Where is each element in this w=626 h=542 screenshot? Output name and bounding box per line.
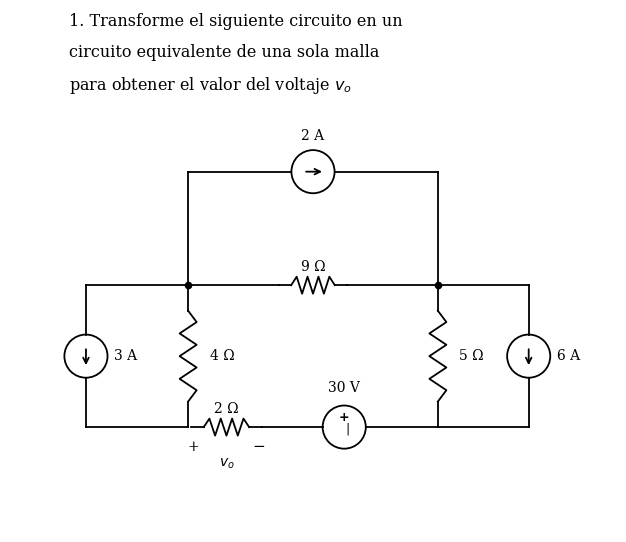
Text: +: +	[339, 411, 349, 424]
Text: $v_o$: $v_o$	[218, 456, 234, 471]
Text: −: −	[253, 440, 265, 454]
Text: |: |	[345, 423, 349, 436]
Text: 2 A: 2 A	[302, 130, 324, 143]
Text: 1. Transforme el siguiente circuito en un: 1. Transforme el siguiente circuito en u…	[69, 13, 403, 30]
Text: 6 A: 6 A	[557, 349, 580, 363]
Text: 9 Ω: 9 Ω	[300, 260, 326, 274]
Text: 4 Ω: 4 Ω	[210, 349, 235, 363]
Text: +: +	[188, 440, 200, 454]
Text: 2 Ω: 2 Ω	[214, 402, 239, 416]
Text: circuito equivalente de una sola malla: circuito equivalente de una sola malla	[69, 44, 379, 61]
Text: para obtener el valor del voltaje $v_o$: para obtener el valor del voltaje $v_o$	[69, 75, 352, 96]
Text: 5 Ω: 5 Ω	[459, 349, 484, 363]
Text: 30 V: 30 V	[328, 382, 360, 395]
Text: 3 A: 3 A	[115, 349, 138, 363]
